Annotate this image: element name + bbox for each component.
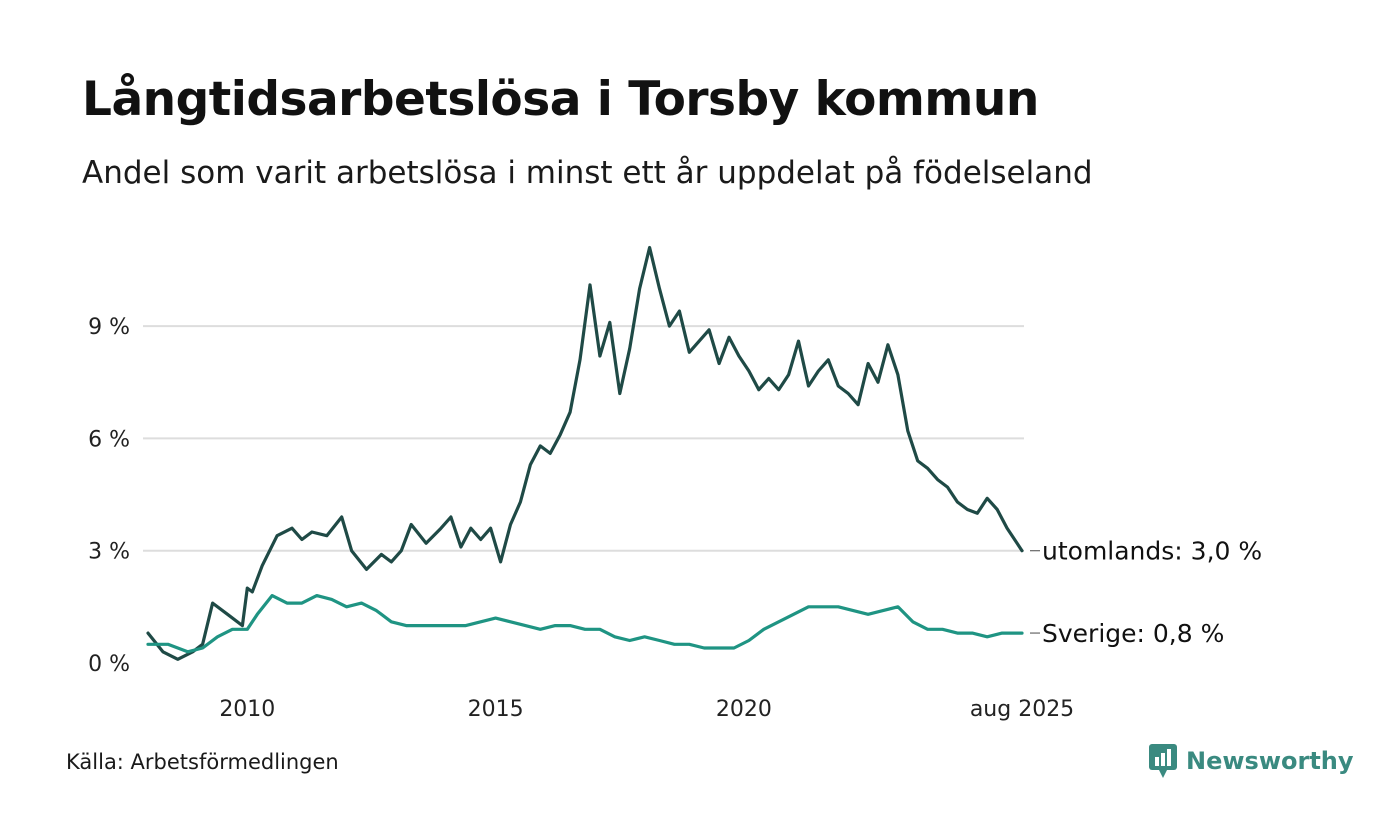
chart-subtitle: Andel som varit arbetslösa i minst ett å… [82,155,1093,191]
x-tick-label: 2015 [468,697,524,722]
x-tick-label: aug 2025 [970,697,1074,722]
series-line-sverige [146,593,1024,654]
y-tick-label: 6 % [88,427,130,452]
brand-name: Newsworthy [1186,747,1354,775]
y-tick-label: 0 % [88,652,130,677]
source-note: Källa: Arbetsförmedlingen [66,750,339,774]
series-line-utomlands [146,245,1024,661]
x-tick-label: 2020 [716,697,772,722]
chart-title: Långtidsarbetslösa i Torsby kommun [82,72,1039,127]
y-tick-label: 3 % [88,540,130,565]
end-label-utomlands: utomlands: 3,0 % [1042,537,1262,566]
brand-logo: Newsworthy [1148,743,1354,779]
y-tick-label: 9 % [88,315,130,340]
x-tick-label: 2010 [219,697,275,722]
end-label-sverige: Sverige: 0,8 % [1042,619,1224,648]
newsworthy-logo-icon [1149,744,1177,778]
